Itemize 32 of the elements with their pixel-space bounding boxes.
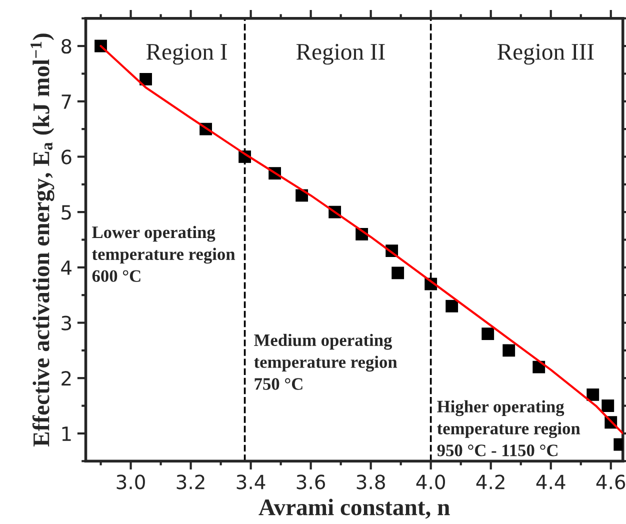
y-tick-label: 4: [61, 260, 72, 275]
y-tick-label: 5: [62, 205, 71, 220]
x-tick-label: 4.6: [596, 474, 626, 490]
point: [502, 344, 516, 357]
x-tick-label: 3.8: [356, 474, 385, 490]
x-tick-label: 3.6: [296, 474, 326, 490]
x-tick-label: 4.2: [476, 474, 504, 490]
point: [392, 266, 404, 280]
x-tick-label: 3.0: [116, 474, 145, 490]
point: [482, 328, 494, 340]
y-tick-label: 8: [62, 38, 72, 54]
y-tick-label: 1: [62, 426, 71, 441]
point: [602, 400, 614, 412]
point: [586, 388, 600, 401]
annotation: Region II: [296, 44, 385, 65]
y-axis-title: Effective activation energy, E$_{a}$ (kJ mol$^{−1}$): [30, 34, 54, 447]
point: [446, 300, 458, 312]
annotation: Medium operating temperature region 750 °C: [254, 334, 398, 390]
x-tick-label: 4.4: [536, 474, 566, 490]
annotation: Region I: [146, 44, 227, 65]
x-axis-title: Avrami constant, n: [258, 498, 450, 519]
annotation: Region III: [498, 44, 594, 65]
annotation: Lower operating temperature region 600 °C: [92, 226, 236, 282]
point: [140, 73, 152, 86]
y-tick-label: 7: [62, 94, 71, 109]
annotation: Higher operating temperature region 950 °C - 1150 °C: [437, 400, 580, 456]
x-tick-label: 4.0: [416, 474, 445, 490]
x-tick-label: 3.2: [176, 474, 204, 490]
y-tick-label: 2: [62, 371, 71, 386]
y-tick-label: 3: [62, 316, 72, 330]
x-tick-label: 3.4: [236, 474, 266, 490]
y-tick-label: 6: [62, 150, 72, 164]
